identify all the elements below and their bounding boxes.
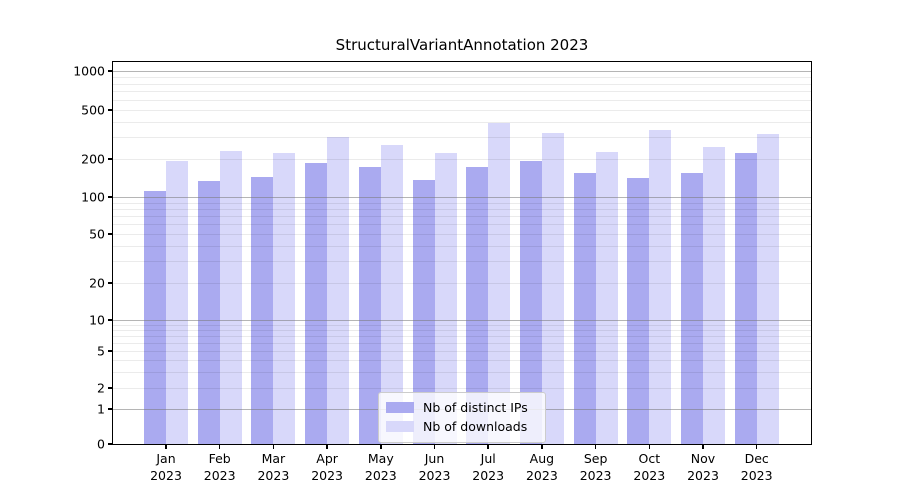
bar-ips-sep-2023 bbox=[573, 172, 596, 444]
bar-downloads-aug-2023 bbox=[541, 132, 564, 444]
y-tick-label-1000: 1000 bbox=[73, 63, 105, 79]
x-tick-mar-2023 bbox=[272, 444, 275, 449]
y-tick-0 bbox=[108, 443, 113, 445]
y-tick-label-5: 5 bbox=[97, 343, 105, 359]
bar-downloads-jun-2023 bbox=[434, 152, 457, 444]
bar-ips-oct-2023 bbox=[627, 178, 650, 444]
gridline-minor-500 bbox=[113, 110, 811, 111]
bar-ips-dec-2023 bbox=[734, 153, 757, 444]
gridline-minor-900 bbox=[113, 76, 811, 78]
legend-swatch-ips-icon bbox=[386, 402, 414, 413]
x-tick-label-sep-2023: Sep 2023 bbox=[579, 451, 612, 483]
y-tick-50 bbox=[108, 233, 113, 235]
bar-downloads-may-2023 bbox=[380, 144, 403, 444]
y-tick-label-100: 100 bbox=[81, 189, 105, 205]
y-tick-label-1: 1 bbox=[97, 401, 105, 417]
bar-downloads-oct-2023 bbox=[649, 129, 672, 444]
gridline-major-1000 bbox=[113, 71, 811, 72]
x-tick-label-jan-2023: Jan 2023 bbox=[150, 451, 182, 483]
bar-ips-nov-2023 bbox=[681, 173, 703, 444]
legend: Nb of distinct IPs Nb of downloads bbox=[378, 392, 546, 443]
x-tick-label-aug-2023: Aug 2023 bbox=[525, 451, 558, 483]
x-tick-label-oct-2023: Oct 2023 bbox=[633, 451, 666, 483]
bar-ips-jun-2023 bbox=[412, 180, 435, 444]
y-tick-100 bbox=[108, 196, 113, 198]
bar-downloads-apr-2023 bbox=[327, 136, 350, 444]
y-tick-20 bbox=[108, 282, 113, 284]
legend-swatch-downloads-icon bbox=[386, 421, 414, 432]
x-tick-label-jul-2023: Jul 2023 bbox=[472, 451, 505, 483]
bar-ips-aug-2023 bbox=[519, 160, 542, 444]
y-tick-label-10: 10 bbox=[89, 312, 105, 328]
x-tick-label-nov-2023: Nov 2023 bbox=[687, 451, 719, 483]
chart-title: StructuralVariantAnnotation 2023 bbox=[335, 36, 589, 54]
x-tick-apr-2023 bbox=[326, 444, 328, 449]
gridline-minor-700 bbox=[113, 91, 811, 93]
x-tick-oct-2023 bbox=[648, 444, 651, 449]
y-tick-label-2: 2 bbox=[97, 380, 105, 396]
bar-downloads-jul-2023 bbox=[488, 122, 511, 444]
y-tick-label-500: 500 bbox=[81, 102, 105, 118]
bar-ips-feb-2023 bbox=[197, 180, 220, 444]
y-tick-label-0: 0 bbox=[97, 436, 105, 452]
plot-area bbox=[113, 62, 811, 444]
x-tick-feb-2023 bbox=[218, 444, 221, 449]
y-tick-label-200: 200 bbox=[81, 151, 105, 167]
y-tick-200 bbox=[108, 158, 113, 160]
bar-downloads-sep-2023 bbox=[595, 151, 618, 444]
x-tick-label-jun-2023: Jun 2023 bbox=[418, 451, 451, 483]
bar-ips-jul-2023 bbox=[466, 167, 489, 444]
x-tick-jun-2023 bbox=[433, 444, 436, 449]
y-tick-500 bbox=[108, 109, 113, 111]
y-tick-10 bbox=[108, 319, 113, 321]
x-tick-aug-2023 bbox=[541, 444, 543, 449]
legend-item-downloads: Nb of downloads bbox=[386, 417, 537, 436]
x-tick-dec-2023 bbox=[755, 444, 758, 449]
legend-label-downloads: Nb of downloads bbox=[423, 419, 528, 434]
x-tick-label-apr-2023: Apr 2023 bbox=[311, 451, 343, 483]
y-tick-label-20: 20 bbox=[89, 275, 105, 291]
x-tick-label-dec-2023: Dec 2023 bbox=[740, 451, 773, 483]
bar-ips-mar-2023 bbox=[251, 176, 274, 444]
x-tick-label-may-2023: May 2023 bbox=[364, 451, 397, 483]
gridline-minor-600 bbox=[113, 99, 811, 101]
x-tick-sep-2023 bbox=[594, 444, 597, 449]
bar-downloads-dec-2023 bbox=[756, 134, 779, 444]
y-tick-1000 bbox=[108, 70, 113, 72]
gridline-minor-400 bbox=[113, 121, 811, 123]
x-tick-label-feb-2023: Feb 2023 bbox=[203, 451, 236, 483]
y-tick-label-50: 50 bbox=[89, 226, 105, 242]
bar-ips-apr-2023 bbox=[305, 163, 328, 444]
y-tick-1 bbox=[108, 408, 113, 410]
bar-downloads-mar-2023 bbox=[273, 152, 296, 444]
bar-downloads-nov-2023 bbox=[703, 147, 725, 444]
bar-ips-may-2023 bbox=[358, 166, 381, 444]
y-tick-2 bbox=[108, 387, 113, 389]
y-tick-5 bbox=[108, 350, 113, 352]
legend-label-ips: Nb of distinct IPs bbox=[423, 400, 528, 415]
x-tick-label-mar-2023: Mar 2023 bbox=[257, 451, 290, 483]
x-tick-jan-2023 bbox=[165, 444, 167, 449]
x-tick-may-2023 bbox=[380, 444, 382, 449]
legend-item-ips: Nb of distinct IPs bbox=[386, 398, 537, 417]
bar-ips-jan-2023 bbox=[144, 190, 166, 444]
gridline-minor-300 bbox=[113, 137, 811, 139]
bar-downloads-feb-2023 bbox=[219, 151, 242, 444]
bar-downloads-jan-2023 bbox=[166, 160, 188, 444]
gridline-minor-800 bbox=[113, 83, 811, 85]
x-tick-jul-2023 bbox=[487, 444, 489, 449]
x-tick-nov-2023 bbox=[702, 444, 704, 449]
